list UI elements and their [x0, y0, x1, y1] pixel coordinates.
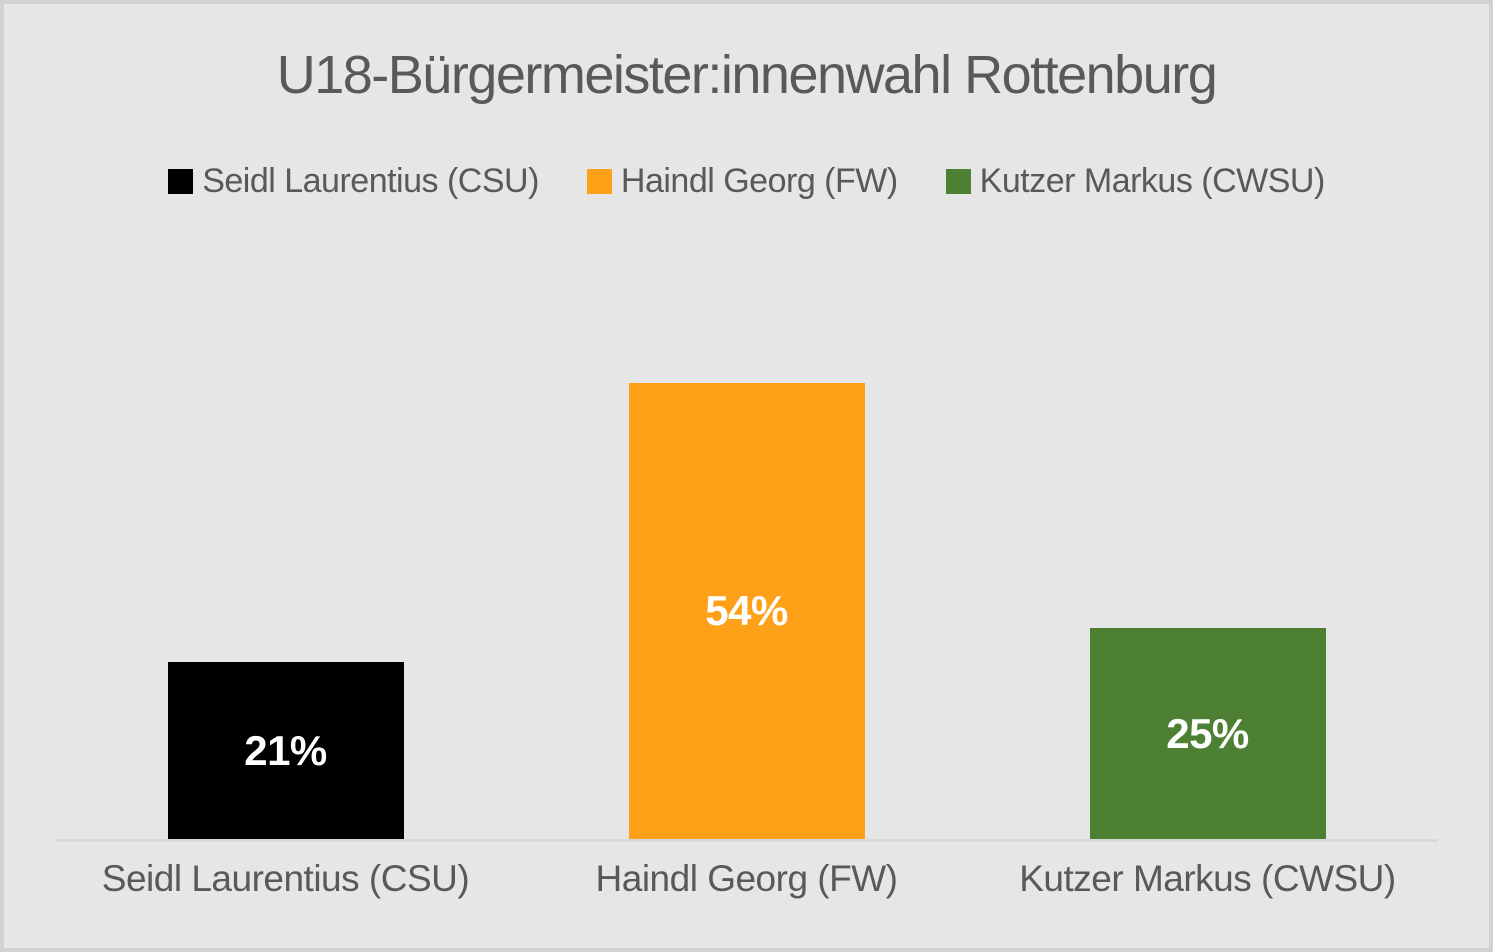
bar-slot-seidl: 21% [55, 221, 516, 840]
bar-value-label-kutzer: 25% [1166, 709, 1249, 757]
chart-title: U18-Bürgermeister:innenwahl Rottenburg [276, 45, 1218, 105]
category-label-haindl: Haindl Georg (FW) [595, 858, 898, 900]
category-label-kutzer: Kutzer Markus (CWSU) [1019, 858, 1396, 900]
bar-haindl: 54% [628, 383, 865, 840]
plot-area: 21% 54% 25% [55, 221, 1438, 843]
bar-value-label-seidl: 21% [244, 726, 327, 774]
bar-slot-kutzer: 25% [977, 221, 1438, 840]
legend-item-kutzer: Kutzer Markus (CWSU) [945, 162, 1326, 201]
legend-label-seidl: Seidl Laurentius (CSU) [202, 162, 539, 201]
bar-value-label-haindl: 54% [705, 587, 788, 635]
legend-item-haindl: Haindl Georg (FW) [586, 162, 898, 201]
legend-label-kutzer: Kutzer Markus (CWSU) [979, 162, 1326, 201]
bar-kutzer: 25% [1089, 628, 1326, 840]
legend-item-seidl: Seidl Laurentius (CSU) [168, 162, 539, 201]
category-label-seidl: Seidl Laurentius (CSU) [101, 858, 470, 900]
bar-seidl: 21% [167, 662, 404, 840]
legend-swatch-seidl [168, 169, 194, 195]
chart-legend: Seidl Laurentius (CSU) Haindl Georg (FW)… [4, 162, 1489, 201]
legend-swatch-haindl [586, 169, 612, 195]
bar-slot-haindl: 54% [516, 221, 977, 840]
legend-label-haindl: Haindl Georg (FW) [620, 162, 898, 201]
category-axis: Seidl Laurentius (CSU) Haindl Georg (FW)… [55, 858, 1438, 900]
legend-swatch-kutzer [945, 169, 971, 195]
